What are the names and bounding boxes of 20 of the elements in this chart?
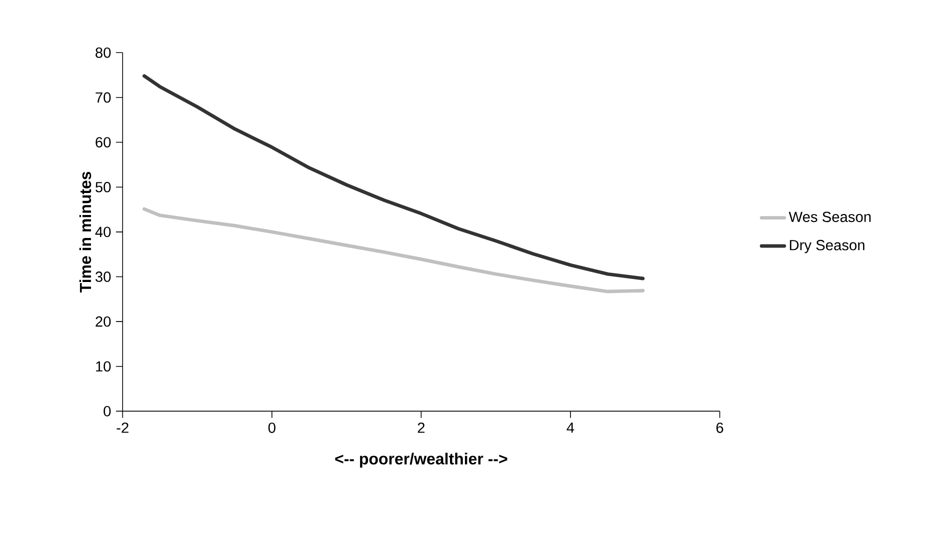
x-axis-title: <-- poorer/wealthier --> (335, 452, 508, 468)
y-tick-label: 80 (96, 47, 111, 58)
legend-label: Wes Season (788, 212, 871, 222)
y-tick-label: 20 (96, 316, 111, 327)
y-tick-label: 60 (96, 137, 111, 148)
line-series (142, 207, 645, 294)
line-series (142, 74, 645, 280)
y-tick-label: 0 (104, 406, 111, 416)
y-tick-label: 30 (96, 272, 111, 282)
x-tick-label: 6 (716, 422, 724, 433)
x-tick-label: 4 (566, 422, 574, 433)
legend-label: Dry Season (790, 240, 864, 254)
y-tick-label: 40 (95, 226, 111, 238)
x-tick-label: -2 (116, 422, 128, 433)
y-tick-label: 50 (96, 182, 111, 192)
y-axis-title: Time in minutes (79, 172, 92, 292)
y-tick-label: 70 (96, 92, 111, 103)
y-tick-label: 10 (96, 361, 111, 372)
x-tick-label: 2 (418, 422, 425, 433)
x-tick-label: 0 (268, 422, 276, 433)
